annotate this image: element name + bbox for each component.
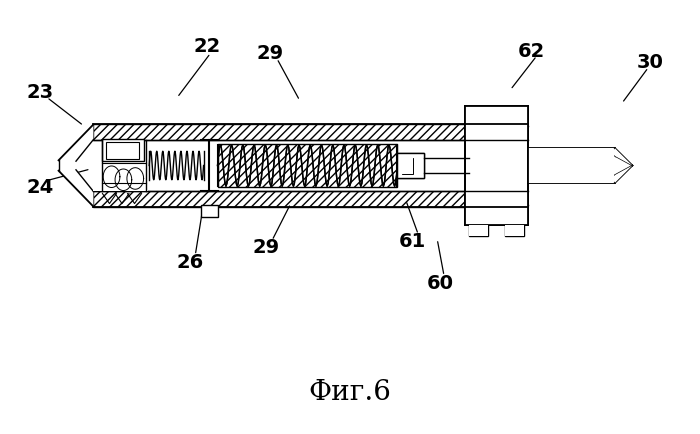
Text: 60: 60 xyxy=(427,273,454,292)
Bar xyxy=(528,176,615,183)
Bar xyxy=(398,153,424,179)
Polygon shape xyxy=(59,171,93,207)
Bar xyxy=(468,225,488,236)
Bar xyxy=(201,206,218,218)
Bar xyxy=(528,149,615,157)
Text: 61: 61 xyxy=(399,231,426,250)
Bar xyxy=(465,107,528,126)
Bar xyxy=(465,192,528,207)
Bar xyxy=(468,225,488,236)
Bar xyxy=(398,153,424,179)
Bar xyxy=(505,225,524,236)
Polygon shape xyxy=(615,149,632,166)
Text: 29: 29 xyxy=(256,44,284,62)
Bar xyxy=(93,125,468,140)
Text: 62: 62 xyxy=(518,42,545,60)
Bar xyxy=(93,177,148,192)
Polygon shape xyxy=(615,166,632,183)
Bar xyxy=(465,125,528,140)
Bar xyxy=(93,192,468,207)
Bar xyxy=(218,145,398,187)
Bar xyxy=(102,139,144,162)
Text: 26: 26 xyxy=(176,253,203,272)
Text: 22: 22 xyxy=(193,37,220,56)
Text: 23: 23 xyxy=(26,82,53,102)
Bar xyxy=(528,157,615,176)
Polygon shape xyxy=(59,125,93,162)
Bar xyxy=(93,140,468,192)
Text: 24: 24 xyxy=(26,178,53,196)
Bar xyxy=(505,225,524,236)
Text: Фиг.6: Фиг.6 xyxy=(309,378,391,405)
Text: 30: 30 xyxy=(636,53,663,72)
Bar xyxy=(402,158,413,175)
Bar xyxy=(465,107,528,225)
Text: 29: 29 xyxy=(253,238,280,256)
Bar xyxy=(402,158,413,175)
Bar xyxy=(465,206,528,225)
Bar xyxy=(106,142,139,160)
